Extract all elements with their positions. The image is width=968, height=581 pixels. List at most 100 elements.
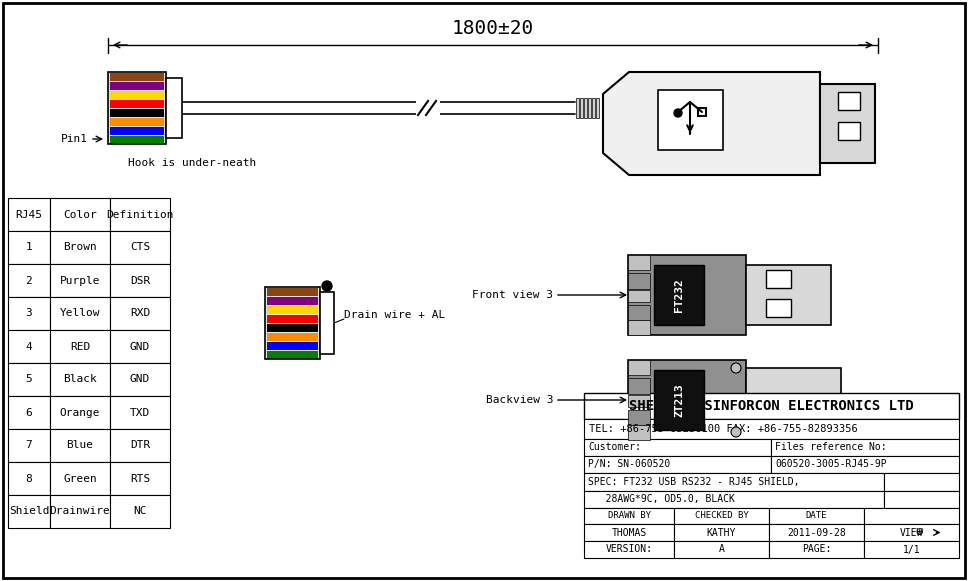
Text: SPEC: FT232 USB RS232 - RJ45 SHIELD,: SPEC: FT232 USB RS232 - RJ45 SHIELD,	[588, 477, 800, 487]
Bar	[654, 370, 704, 430]
Circle shape	[731, 427, 741, 437]
Text: 7: 7	[25, 440, 32, 450]
Text: 1800±20: 1800±20	[452, 19, 534, 38]
Text: CHECKED BY: CHECKED BY	[695, 511, 748, 521]
Text: 5: 5	[25, 375, 32, 385]
Bar	[769, 524, 864, 541]
Bar	[416, 98, 440, 118]
Bar	[50, 495, 110, 528]
Bar	[766, 270, 791, 288]
Bar	[110, 73, 164, 81]
Bar	[658, 90, 723, 150]
Bar	[110, 91, 164, 99]
Bar	[50, 231, 110, 264]
Text: DATE: DATE	[805, 511, 828, 521]
Bar	[8, 297, 50, 330]
Text: CTS: CTS	[130, 242, 150, 253]
Text: Color: Color	[63, 210, 97, 220]
Text: 1: 1	[25, 242, 32, 253]
Text: SHENZHEN SINFORCON ELECTRONICS LTD: SHENZHEN SINFORCON ELECTRONICS LTD	[629, 399, 914, 413]
Text: A: A	[718, 544, 724, 554]
Text: 060520-3005-RJ45-9P: 060520-3005-RJ45-9P	[775, 459, 887, 469]
Text: Purple: Purple	[60, 275, 101, 285]
Bar	[50, 198, 110, 231]
Bar	[628, 255, 746, 335]
Text: Front view 3: Front view 3	[472, 290, 553, 300]
Bar	[110, 127, 164, 134]
Text: 2: 2	[25, 275, 32, 285]
Bar	[108, 72, 166, 144]
Bar	[265, 287, 320, 359]
Text: Green: Green	[63, 474, 97, 483]
Text: Definition: Definition	[106, 210, 173, 220]
Bar	[674, 508, 769, 524]
Bar	[628, 360, 746, 440]
Bar	[584, 491, 884, 508]
Polygon shape	[603, 72, 820, 175]
Bar	[864, 524, 959, 541]
Bar	[580, 98, 583, 118]
Bar	[8, 363, 50, 396]
Text: RXD: RXD	[130, 309, 150, 318]
Bar	[584, 439, 771, 456]
Text: GND: GND	[130, 342, 150, 352]
Text: 2011-09-28: 2011-09-28	[787, 528, 846, 537]
Bar	[628, 425, 650, 440]
Text: Shield: Shield	[9, 507, 49, 517]
Bar	[592, 98, 595, 118]
Text: ⊕: ⊕	[916, 526, 923, 539]
Bar	[766, 299, 791, 317]
Bar	[838, 92, 860, 110]
Bar	[8, 429, 50, 462]
Bar	[588, 98, 591, 118]
Bar	[884, 473, 959, 491]
Text: TXD: TXD	[130, 407, 150, 418]
Bar	[628, 305, 650, 320]
Text: Blue: Blue	[67, 440, 94, 450]
Bar	[50, 330, 110, 363]
Text: DTR: DTR	[130, 440, 150, 450]
Bar	[8, 198, 50, 231]
Text: Drainwire: Drainwire	[49, 507, 110, 517]
Text: Black: Black	[63, 375, 97, 385]
Bar	[584, 541, 674, 558]
Circle shape	[731, 363, 741, 373]
Bar	[628, 395, 650, 407]
Bar	[50, 363, 110, 396]
Bar	[698, 108, 706, 116]
Bar	[50, 396, 110, 429]
Text: Drain wire + AL: Drain wire + AL	[344, 310, 445, 320]
Bar	[771, 439, 959, 456]
Bar	[576, 98, 579, 118]
Text: 1/1: 1/1	[903, 544, 921, 554]
Bar	[110, 117, 164, 125]
Bar	[596, 98, 599, 118]
Bar	[8, 396, 50, 429]
Bar	[50, 297, 110, 330]
Text: P/N: SN-060520: P/N: SN-060520	[588, 459, 670, 469]
Bar	[674, 541, 769, 558]
Bar	[584, 393, 959, 419]
Circle shape	[322, 281, 332, 291]
Bar	[110, 81, 164, 89]
Bar	[584, 508, 674, 524]
Bar	[628, 290, 650, 302]
Bar	[110, 363, 170, 396]
Bar	[110, 462, 170, 495]
Bar	[110, 99, 164, 107]
Bar	[769, 541, 864, 558]
Text: Files reference No:: Files reference No:	[775, 442, 887, 452]
Text: Orange: Orange	[60, 407, 101, 418]
Text: VERSION:: VERSION:	[606, 544, 652, 554]
Bar	[267, 332, 318, 340]
Bar	[8, 264, 50, 297]
Bar	[628, 273, 650, 289]
Text: DRAWN BY: DRAWN BY	[608, 511, 650, 521]
Bar	[864, 508, 959, 524]
Bar	[746, 368, 841, 432]
Bar	[746, 265, 831, 325]
Text: RTS: RTS	[130, 474, 150, 483]
Bar	[50, 429, 110, 462]
Bar	[584, 419, 959, 439]
Bar	[110, 264, 170, 297]
